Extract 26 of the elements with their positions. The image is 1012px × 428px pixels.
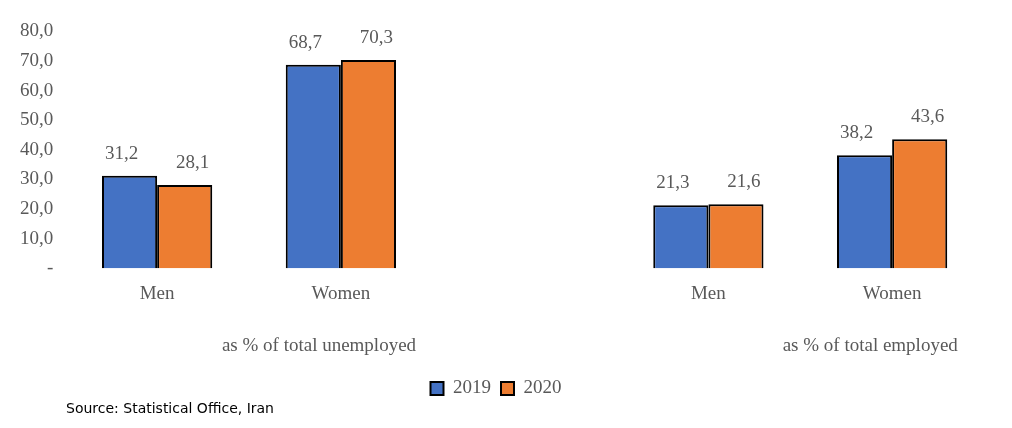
data-label: 43,6 (911, 105, 945, 127)
y-tick-label: 40,0 (20, 137, 54, 159)
x-tick-label: Women (311, 281, 371, 303)
y-tick-label: 20,0 (20, 196, 54, 218)
x-tick-label: Women (862, 281, 922, 303)
data-label: 28,1 (176, 151, 210, 173)
legend-label: 2020 (523, 376, 562, 398)
text: as % of total employed (782, 334, 959, 356)
data-label: 70,3 (359, 26, 394, 48)
y-tick-label: - (46, 256, 54, 278)
y-tick-label: 10,0 (20, 226, 54, 248)
data-label: 21,3 (656, 171, 690, 193)
y-tick-label: 60,0 (20, 78, 54, 100)
data-label: 38,2 (839, 121, 874, 143)
y-tick-label: 80,0 (20, 19, 54, 41)
source-note: Source: Statistical Office, Iran (66, 400, 274, 416)
x-tick-label: Men (690, 281, 727, 303)
x-tick-label: Men (139, 281, 176, 303)
legend-label: 2019 (453, 376, 491, 398)
data-label: 21,6 (727, 170, 761, 192)
y-tick-label: 70,0 (20, 48, 54, 70)
y-tick-label: 30,0 (20, 167, 54, 189)
text: as % of total unemployed (221, 334, 417, 356)
y-tick-label: 50,0 (20, 108, 54, 130)
data-label: 68,7 (288, 30, 322, 52)
data-label: 31,2 (104, 141, 139, 163)
